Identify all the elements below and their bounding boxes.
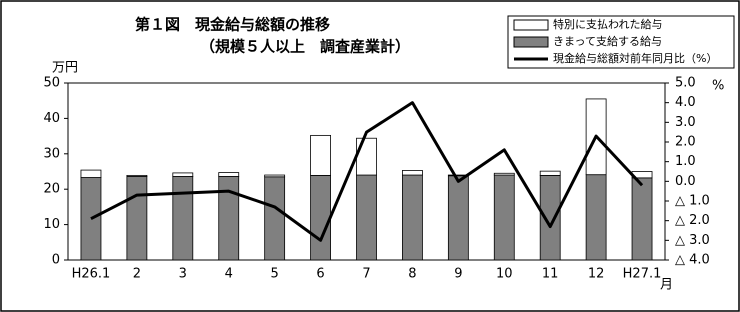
bar	[585, 174, 607, 261]
x-tick-label: 3	[179, 267, 187, 282]
x-tick-label: 9	[454, 267, 462, 282]
x-tick-label: 7	[362, 267, 370, 282]
bar-segment	[264, 174, 286, 178]
bar-segment	[402, 170, 423, 176]
y2-tick-label: △ 3.0	[675, 233, 710, 248]
y2-tick-label: 2.0	[675, 135, 696, 150]
x-tick-label: 4	[225, 267, 233, 282]
y-tick-label: 20	[43, 182, 60, 197]
bar-segment	[310, 134, 331, 176]
y2-tick-label: △ 4.0	[675, 253, 710, 268]
x-tick-label: 2	[133, 267, 141, 282]
legend-label: きまって支給する給与	[553, 34, 662, 48]
bar	[264, 176, 286, 261]
bar	[172, 176, 194, 261]
chart-subtitle: （規模５人以上 調査産業計）	[200, 38, 410, 56]
chart-title: 第１図 現金給与総額の推移	[135, 16, 330, 34]
bar-segment	[80, 169, 102, 178]
x-tick-label: H27.1	[623, 267, 662, 282]
bar	[631, 177, 653, 261]
y-tick-label: 40	[43, 111, 60, 126]
y2-tick-label: 1.0	[675, 154, 696, 169]
bar-segment	[172, 172, 194, 177]
x-tick-label: H26.1	[72, 267, 111, 282]
y2-tick-label: △ 1.0	[675, 194, 710, 209]
bar-segment	[126, 174, 148, 177]
y2-unit: %	[712, 79, 724, 94]
x-tick-label: 10	[496, 267, 513, 282]
legend-swatch	[513, 19, 549, 31]
bar	[126, 176, 148, 261]
y-tick-label: 50	[43, 76, 60, 91]
bar	[356, 174, 377, 261]
x-tick-label: 12	[588, 267, 605, 282]
bar	[310, 174, 331, 261]
bar	[493, 174, 515, 261]
bar	[447, 175, 469, 261]
bar-segment	[356, 137, 377, 176]
legend-label: 特別に支払われた給与	[553, 17, 662, 31]
x-tick-label: 6	[316, 267, 324, 282]
y-unit: 万円	[52, 61, 78, 76]
y2-tick-label: △ 2.0	[675, 213, 710, 228]
x-tick-label: 8	[408, 267, 416, 282]
bar-segment	[539, 170, 561, 176]
bar	[80, 177, 102, 261]
y2-tick-label: 4.0	[675, 95, 696, 110]
bar-segment	[218, 172, 240, 177]
x-tick-label: 11	[542, 267, 559, 282]
line	[90, 101, 644, 242]
y2-tick-label: 5.0	[675, 76, 696, 91]
bar	[402, 174, 423, 261]
y-tick-label: 0	[52, 253, 60, 268]
bar-segment	[493, 172, 515, 176]
x-tick-label: 5	[271, 267, 279, 282]
bar	[218, 176, 240, 261]
y2-tick-label: 3.0	[675, 115, 696, 130]
y-tick-label: 30	[43, 146, 60, 161]
x-unit: 月	[660, 278, 673, 293]
y-tick-label: 10	[43, 217, 60, 232]
y2-tick-label: 0.0	[675, 174, 696, 189]
legend-label: 現金給与総額対前年同月比（%）	[553, 51, 717, 65]
legend-swatch	[513, 36, 549, 48]
